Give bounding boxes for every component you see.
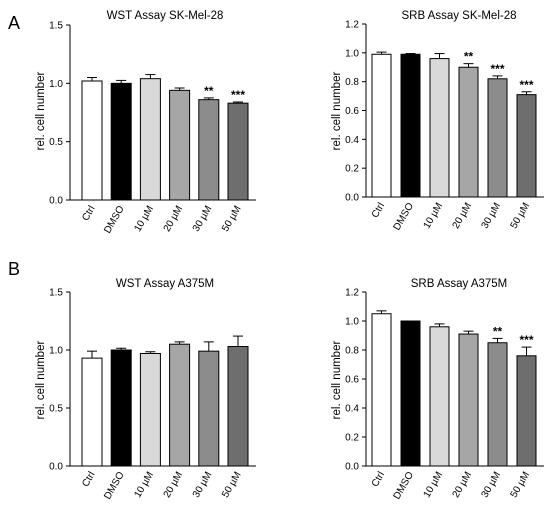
x-tick-label: 50 µM bbox=[220, 470, 244, 500]
chart-title: WST Assay A375M bbox=[116, 278, 214, 290]
x-tick-label: Ctrl bbox=[370, 201, 387, 220]
bar bbox=[487, 78, 508, 198]
y-tick-label: 0.0 bbox=[49, 196, 63, 207]
y-tick-label: 0.2 bbox=[345, 433, 359, 444]
x-tick-label: 30 µM bbox=[191, 204, 215, 234]
y-tick-label: 0.5 bbox=[49, 404, 63, 415]
x-tick-label: 10 µM bbox=[132, 204, 156, 234]
y-tick-label: 1.0 bbox=[49, 79, 63, 90]
bar bbox=[429, 58, 450, 198]
y-axis-label: rel. cell number bbox=[35, 72, 47, 151]
bar bbox=[81, 80, 103, 201]
significance-label: *** bbox=[490, 62, 504, 76]
y-tick-label: 0.2 bbox=[345, 164, 359, 175]
x-tick-label: 20 µM bbox=[162, 204, 186, 234]
bar bbox=[110, 82, 132, 201]
x-tick-label: 20 µM bbox=[451, 470, 475, 500]
significance-label: ** bbox=[204, 84, 214, 98]
bar bbox=[371, 53, 392, 198]
y-tick-label: 0.8 bbox=[345, 346, 359, 357]
x-tick-label: 50 µM bbox=[509, 470, 533, 500]
y-axis-label: rel. cell number bbox=[331, 72, 343, 151]
x-tick-label: 10 µM bbox=[422, 201, 446, 231]
chart-title: SRB Assay SK-Mel-28 bbox=[401, 10, 516, 22]
x-tick-label: 10 µM bbox=[132, 470, 156, 500]
x-tick-label: Ctrl bbox=[80, 204, 97, 223]
y-axis-label: rel. cell number bbox=[35, 341, 47, 420]
y-tick-label: 0.0 bbox=[345, 462, 359, 473]
y-tick-label: 1.5 bbox=[49, 21, 63, 32]
bar bbox=[227, 102, 249, 201]
bar bbox=[400, 53, 421, 198]
y-tick-label: 0.0 bbox=[345, 193, 359, 204]
y-tick-label: 1.2 bbox=[345, 288, 359, 299]
y-tick-label: 0.6 bbox=[345, 375, 359, 386]
x-tick-label: 30 µM bbox=[480, 201, 504, 231]
chart-title: SRB Assay A375M bbox=[411, 278, 508, 290]
y-tick-label: 0.0 bbox=[49, 462, 63, 473]
y-tick-label: 0.8 bbox=[345, 77, 359, 88]
panel-label-b: B bbox=[8, 259, 20, 279]
bar bbox=[458, 66, 479, 198]
x-tick-label: 50 µM bbox=[509, 201, 533, 231]
x-tick-label: Ctrl bbox=[80, 470, 97, 489]
y-tick-label: 0.4 bbox=[345, 404, 359, 415]
bar bbox=[429, 326, 450, 467]
bar bbox=[139, 352, 161, 467]
x-tick-label: 20 µM bbox=[162, 470, 186, 500]
bar bbox=[487, 342, 508, 467]
x-tick-label: DMSO bbox=[392, 201, 417, 233]
bar bbox=[400, 320, 421, 467]
chart-title: WST Assay SK-Mel-28 bbox=[107, 10, 224, 22]
y-tick-label: 1.0 bbox=[345, 317, 359, 328]
bar bbox=[371, 313, 392, 467]
x-tick-label: Ctrl bbox=[370, 470, 387, 489]
significance-label: *** bbox=[231, 88, 245, 102]
bar bbox=[169, 343, 191, 467]
y-tick-label: 1.2 bbox=[345, 20, 359, 31]
y-tick-label: 0.5 bbox=[49, 137, 63, 148]
y-tick-label: 1.0 bbox=[345, 48, 359, 59]
y-tick-label: 0.4 bbox=[345, 135, 359, 146]
bar bbox=[198, 99, 220, 201]
significance-label: *** bbox=[519, 333, 533, 347]
x-tick-label: 20 µM bbox=[451, 201, 475, 231]
x-tick-label: 30 µM bbox=[480, 470, 504, 500]
x-tick-label: DMSO bbox=[392, 470, 417, 502]
panel-label-a: A bbox=[8, 13, 20, 33]
x-tick-label: 30 µM bbox=[191, 470, 215, 500]
y-tick-label: 0.6 bbox=[345, 106, 359, 117]
significance-label: ** bbox=[464, 50, 474, 64]
bar bbox=[81, 357, 103, 467]
bar bbox=[227, 346, 249, 467]
bar bbox=[139, 78, 161, 201]
significance-label: ** bbox=[493, 324, 503, 338]
x-tick-label: DMSO bbox=[102, 204, 127, 236]
x-tick-label: 50 µM bbox=[220, 204, 244, 234]
bar bbox=[169, 89, 191, 201]
bar bbox=[516, 355, 537, 467]
x-tick-label: 10 µM bbox=[422, 470, 446, 500]
y-tick-label: 1.0 bbox=[49, 346, 63, 357]
significance-label: *** bbox=[519, 78, 533, 92]
bar bbox=[458, 333, 479, 467]
bar bbox=[110, 349, 132, 467]
x-tick-label: DMSO bbox=[102, 470, 127, 502]
bar bbox=[198, 350, 220, 467]
y-tick-label: 1.5 bbox=[49, 288, 63, 299]
bar bbox=[516, 94, 537, 198]
y-axis-label: rel. cell number bbox=[331, 341, 343, 420]
